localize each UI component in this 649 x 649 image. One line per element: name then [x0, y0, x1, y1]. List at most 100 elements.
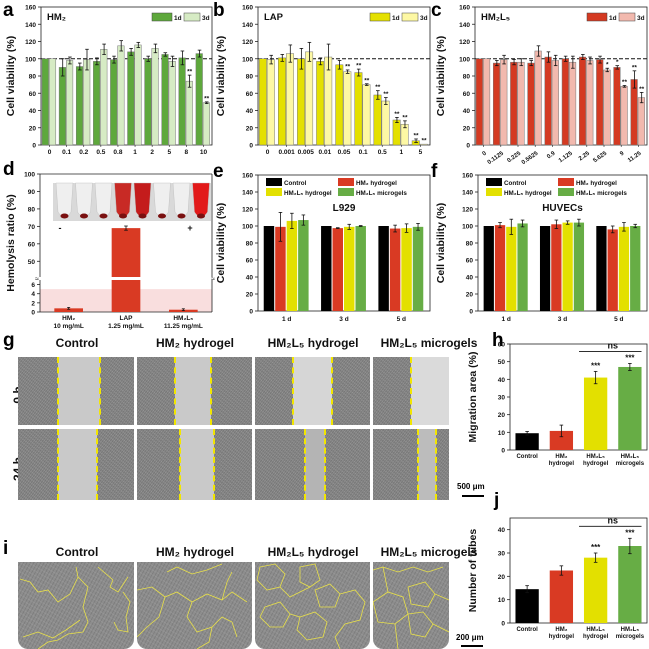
- x-tick-label: Control: [516, 454, 538, 460]
- x-tick-label: HM₂L₅: [586, 627, 605, 633]
- y-tick-label: 40: [466, 275, 474, 282]
- bar-HM₂: [549, 570, 574, 623]
- y-tick-label: 100: [462, 224, 473, 231]
- significance-mark: **: [187, 69, 193, 76]
- bar-1d: [561, 58, 569, 146]
- bar-3d: [83, 59, 91, 146]
- bar-3d: [419, 143, 428, 146]
- bar-HM₂L₅: [618, 546, 642, 623]
- y-tick-label: 60: [246, 258, 254, 265]
- panel-label-h: h: [492, 330, 504, 351]
- bar-HM₂L₅ microgels: [298, 220, 309, 311]
- rbc-pellet: [177, 213, 186, 219]
- rbc-pellet: [197, 213, 205, 219]
- panel-label-j: j: [494, 490, 500, 511]
- chart-title: HM₂: [47, 12, 66, 23]
- significance-mark: *: [606, 62, 609, 69]
- tube: [192, 182, 210, 218]
- bar-HM₂L₅ hydrogel: [618, 226, 630, 311]
- x-tick-label: 0: [48, 149, 52, 156]
- rbc-pellet: [119, 213, 127, 219]
- y-tick-label: 40: [463, 108, 471, 115]
- y-tick-label: 120: [242, 39, 253, 46]
- bar-1d: [392, 119, 401, 146]
- bar-1d: [596, 59, 604, 146]
- bar-HM₂L₅ microgels: [573, 222, 585, 311]
- bar-1d: [335, 64, 344, 146]
- micrograph-control-24h: [18, 429, 134, 500]
- tube-micrograph-hm2l5-hydrogel: [255, 562, 370, 649]
- bar-3d: [551, 60, 559, 146]
- y-tick-label: 20: [29, 125, 37, 132]
- y-tick-label: 80: [466, 241, 474, 248]
- bar-HM₂L₅ microgels: [412, 226, 424, 311]
- bar-HM₂L₅ hydrogel: [286, 220, 298, 311]
- y-tick-label: 100: [25, 56, 36, 63]
- y-tick-label: 20: [246, 292, 254, 299]
- bar-3d: [569, 61, 577, 146]
- x-tick-label: 3 d: [558, 316, 567, 323]
- y-tick-label: 160: [462, 173, 473, 180]
- y-tick-label: 160: [459, 5, 470, 12]
- x-tick-label-line2: microgels: [616, 634, 645, 640]
- micrograph-hm2l5-microgels-0h: [373, 357, 449, 425]
- y-tick-label: 60: [28, 241, 36, 248]
- chart-c-hm2l5-viability: 0 20 40 60 80 100 120 140 160 Cell viability (%) 0…: [435, 5, 648, 166]
- bar-1d: [354, 72, 363, 146]
- chart-title: HUVECs: [542, 203, 583, 214]
- bar-1d: [316, 61, 325, 146]
- bar-1d: [613, 67, 621, 146]
- bar-HM₂ hydrogel: [275, 226, 286, 311]
- x-tick-concentration: 10 mg/mL: [53, 323, 83, 330]
- y-tick-label: 60: [29, 91, 37, 98]
- bar-3d: [500, 59, 508, 146]
- bar-Control: [483, 226, 494, 311]
- bar-1d: [161, 54, 169, 146]
- legend-label-1d: 1d: [609, 15, 617, 22]
- bar-HM₂L₅: [583, 377, 608, 450]
- bar-1d: [195, 53, 203, 146]
- panel-label-i: i: [3, 538, 9, 559]
- bar-3d: [66, 60, 74, 146]
- panel-label-g: g: [3, 330, 15, 351]
- bar-HM₂ hydrogel: [607, 229, 618, 311]
- x-tick-label: 0.1: [62, 149, 71, 156]
- tube: [172, 182, 191, 218]
- micrograph-hm2l5-hydrogel-0h: [255, 357, 370, 425]
- panel-label-d: d: [3, 159, 15, 180]
- y-tick-label: 60: [246, 91, 254, 98]
- legend-swatch: [558, 178, 574, 186]
- tube-network-overlay: [256, 563, 366, 649]
- x-tick-label: 0.2: [79, 149, 88, 156]
- x-tick-label: LAP: [120, 315, 134, 322]
- axis-break-marker: ≈: [35, 276, 39, 283]
- bar-Control: [539, 226, 551, 311]
- y-tick-label: 10: [498, 597, 506, 604]
- bar-3d: [305, 51, 314, 146]
- g-col-header-control: Control: [55, 336, 99, 350]
- bar-HM₂L₅: [618, 366, 642, 450]
- bar-1d: [144, 58, 152, 146]
- bar-HM₂: [54, 308, 83, 312]
- chart-title: HM₂L₅: [481, 12, 510, 23]
- tube-network-overlay: [373, 566, 449, 649]
- y-tick-label: 100: [459, 56, 470, 63]
- micrograph-hm2-hydrogel-24h: [137, 429, 252, 500]
- micrograph-hm2l5-microgels-24h: [373, 429, 449, 500]
- bar-HM₂L₅ hydrogel: [401, 228, 412, 311]
- x-tick-label: 5: [167, 149, 171, 156]
- bar-Control: [515, 433, 539, 450]
- legend-label: Control: [504, 180, 527, 187]
- x-tick-label: 5 d: [397, 316, 406, 323]
- x-tick-label-line2: microgels: [616, 461, 645, 467]
- micrograph-hm2l5-hydrogel-24h: [255, 429, 370, 500]
- legend-label: HM₂ hydrogel: [576, 180, 617, 187]
- y-tick-label: 40: [246, 275, 254, 282]
- legend-swatch: [338, 178, 354, 186]
- bar-3d: [534, 50, 542, 146]
- bar-Control: [321, 226, 332, 311]
- positive-control-label: +: [187, 223, 192, 233]
- x-tick-label: Control: [516, 627, 538, 633]
- tube: [55, 182, 74, 218]
